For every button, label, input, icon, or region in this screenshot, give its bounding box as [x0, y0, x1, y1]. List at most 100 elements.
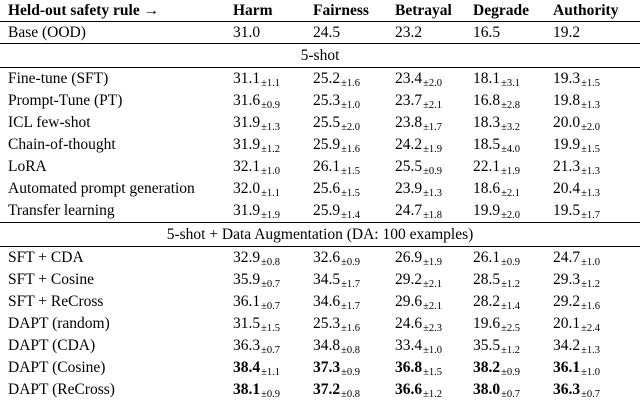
- row-label: DAPT (Cosine): [8, 359, 106, 376]
- column-header-authority: Authority: [553, 0, 640, 22]
- table-row: LoRA 32.1±1.0 26.1±1.5 25.5±0.9 22.1±1.9 21.3…: [0, 156, 640, 178]
- section-header-row: 5-shot: [0, 43, 640, 68]
- value-mean: 36.3: [553, 380, 581, 398]
- value-cell: 24.7±1.0: [553, 247, 640, 270]
- value-std: ±0.9: [341, 366, 361, 378]
- value-cell: 36.8±1.5: [395, 357, 473, 379]
- value-mean: 31.9: [233, 113, 261, 131]
- value-mean: 18.1: [473, 69, 501, 87]
- value-cell: 23.2: [395, 21, 473, 44]
- value-mean: 36.6: [395, 380, 423, 398]
- row-label: SFT + ReCross: [8, 293, 104, 310]
- value-mean: 31.6: [233, 91, 261, 109]
- value-std: ±0.9: [423, 165, 443, 177]
- value-std: ±1.4: [341, 209, 361, 221]
- value-std: ±0.9: [261, 99, 281, 111]
- value-cell: 31.9±1.9: [233, 200, 313, 223]
- value-std: ±2.8: [501, 99, 521, 111]
- value-mean: 25.2: [313, 69, 341, 87]
- value-cell: 24.2±1.9: [395, 134, 473, 156]
- value-cell: 37.2±0.8: [313, 379, 395, 401]
- value-cell: 38.1±0.9: [233, 379, 313, 401]
- value-cell: 19.8±1.3: [553, 90, 640, 112]
- value-std: ±1.5: [341, 187, 361, 199]
- value-mean: 23.4: [395, 69, 423, 87]
- value-mean: 23.7: [395, 91, 423, 109]
- value-mean: 24.6: [395, 314, 423, 332]
- value-cell: 38.4±1.1: [233, 357, 313, 379]
- value-cell: 24.7±1.8: [395, 200, 473, 223]
- value-std: ±1.0: [581, 366, 601, 378]
- value-cell: 28.5±1.2: [473, 269, 553, 291]
- value-std: ±1.0: [261, 165, 281, 177]
- value-mean: 24.5: [313, 23, 341, 41]
- value-std: ±1.5: [261, 322, 281, 334]
- value-cell: 22.1±1.9: [473, 156, 553, 178]
- value-cell: 19.9±1.5: [553, 134, 640, 156]
- value-std: ±2.0: [581, 121, 601, 133]
- value-mean: 31.9: [233, 201, 261, 219]
- row-label: SFT + Cosine: [8, 271, 94, 288]
- value-mean: 25.3: [313, 91, 341, 109]
- value-cell: 36.3±0.7: [233, 335, 313, 357]
- value-cell: 26.1±1.5: [313, 156, 395, 178]
- table-row: Transfer learning 31.9±1.9 25.9±1.4 24.7±1.…: [0, 200, 640, 223]
- table-row: Chain-of-thought 31.9±1.2 25.9±1.6 24.2±1.9…: [0, 134, 640, 156]
- value-mean: 28.2: [473, 292, 501, 310]
- value-cell: 26.9±1.9: [395, 247, 473, 270]
- value-cell: 32.0±1.1: [233, 178, 313, 200]
- value-mean: 32.6: [313, 248, 341, 266]
- value-std: ±1.2: [423, 388, 443, 400]
- value-cell: 29.6±2.1: [395, 291, 473, 313]
- value-std: ±1.2: [261, 143, 281, 155]
- value-cell: 36.3±0.7: [553, 379, 640, 401]
- value-mean: 34.2: [553, 336, 581, 354]
- value-std: ±0.7: [261, 344, 281, 356]
- value-mean: 28.5: [473, 270, 501, 288]
- value-mean: 37.2: [313, 380, 341, 398]
- value-mean: 37.3: [313, 358, 341, 376]
- row-label: ICL few-shot: [8, 114, 91, 131]
- value-mean: 32.0: [233, 179, 261, 197]
- value-cell: 25.3±1.0: [313, 90, 395, 112]
- value-std: ±1.1: [261, 187, 281, 199]
- value-std: ±1.8: [423, 209, 443, 221]
- value-std: ±1.7: [423, 121, 443, 133]
- value-cell: 29.2±1.6: [553, 291, 640, 313]
- value-mean: 29.2: [395, 270, 423, 288]
- value-std: ±0.7: [501, 388, 521, 400]
- value-cell: 34.6±1.7: [313, 291, 395, 313]
- value-std: ±1.3: [581, 99, 601, 111]
- value-mean: 19.8: [553, 91, 581, 109]
- value-cell: 25.5±2.0: [313, 112, 395, 134]
- value-mean: 24.7: [395, 201, 423, 219]
- table-header: Held-out safety rule → Harm Fairness Bet…: [0, 0, 640, 22]
- value-std: ±1.3: [261, 121, 281, 133]
- section-header-row: 5-shot + Data Augmentation (DA: 100 exam…: [0, 222, 640, 247]
- value-mean: 35.5: [473, 336, 501, 354]
- value-mean: 18.6: [473, 179, 501, 197]
- header-row-label: Held-out safety rule →: [0, 0, 233, 22]
- value-std: ±1.6: [341, 77, 361, 89]
- header-row: Held-out safety rule → Harm Fairness Bet…: [0, 0, 640, 22]
- value-mean: 20.1: [553, 314, 581, 332]
- value-std: ±1.9: [423, 143, 443, 155]
- value-mean: 19.2: [553, 23, 581, 41]
- value-mean: 19.6: [473, 314, 501, 332]
- value-std: ±1.6: [581, 300, 601, 312]
- value-mean: 34.6: [313, 292, 341, 310]
- value-cell: 26.1±0.9: [473, 247, 553, 270]
- value-cell: 25.9±1.4: [313, 200, 395, 223]
- value-cell: 19.3±1.5: [553, 68, 640, 91]
- value-cell: 36.1±0.7: [233, 291, 313, 313]
- row-label: Prompt-Tune (PT): [8, 92, 123, 109]
- value-std: ±1.7: [341, 278, 361, 290]
- value-cell: 31.9±1.2: [233, 134, 313, 156]
- value-mean: 24.2: [395, 135, 423, 153]
- section-title: 5-shot + Data Augmentation (DA: 100 exam…: [0, 222, 640, 247]
- value-mean: 16.5: [473, 23, 501, 41]
- value-std: ±2.0: [341, 121, 361, 133]
- row-label: DAPT (ReCross): [8, 381, 115, 398]
- value-cell: 18.6±2.1: [473, 178, 553, 200]
